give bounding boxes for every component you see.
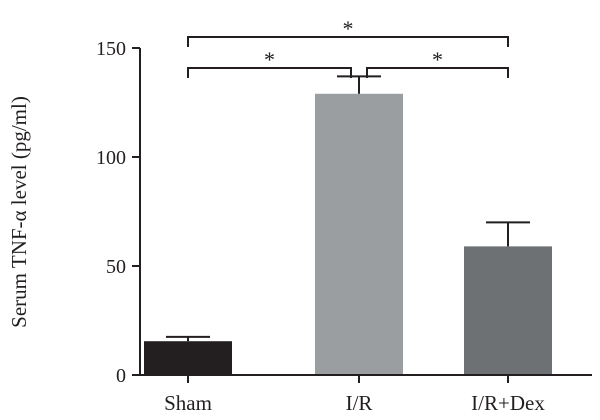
y-tick-label: 0: [116, 365, 126, 387]
bar-i-r-dex: [464, 246, 552, 375]
x-tick-label: Sham: [164, 391, 212, 415]
y-axis: 0 50 100 150: [96, 38, 141, 387]
x-axis: Sham I/R I/R+Dex: [140, 374, 592, 415]
y-tick-label: 50: [106, 256, 126, 278]
x-tick-label: I/R+Dex: [471, 391, 545, 415]
error-bars: [166, 75, 530, 342]
bars: [144, 93, 552, 375]
bar-sham: [144, 341, 232, 375]
significance-bracket: [366, 67, 509, 78]
significance-bracket: [187, 67, 352, 78]
significance-star: *: [432, 47, 443, 72]
significance-brackets: * * *: [187, 16, 509, 78]
x-tick-label: I/R: [346, 391, 373, 415]
significance-star: *: [264, 47, 275, 72]
y-axis-label: Serum TNF-α level (pg/ml): [7, 96, 31, 328]
bar-i-r: [315, 93, 403, 375]
significance-bracket: [187, 36, 509, 47]
y-tick-label: 100: [96, 147, 126, 169]
y-tick-label: 150: [96, 38, 126, 60]
significance-star: *: [343, 16, 354, 41]
